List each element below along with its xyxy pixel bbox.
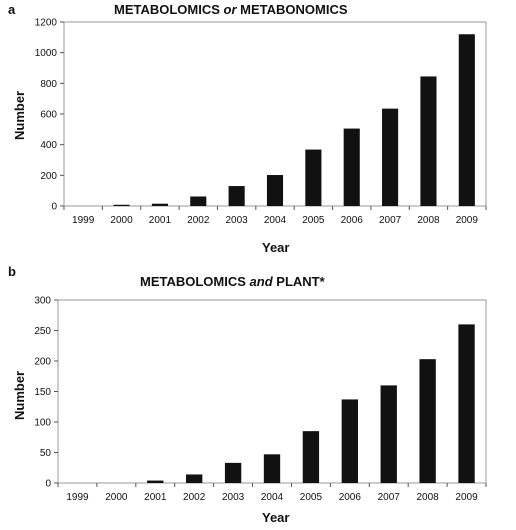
bar xyxy=(458,34,475,207)
x-tick-label: 2009 xyxy=(455,492,478,503)
x-tick-label: 2006 xyxy=(341,215,364,226)
y-tick-label: 50 xyxy=(40,448,52,459)
x-tick-label: 2007 xyxy=(379,215,402,226)
bar xyxy=(186,474,203,483)
bar xyxy=(305,149,322,206)
bar xyxy=(228,186,245,206)
x-tick-label: 1999 xyxy=(66,492,89,503)
chart-title: METABOLOMICS or METABONOMICS xyxy=(114,2,348,17)
title-operator: or xyxy=(223,2,237,17)
chart-plot: 0 50 100 150 200 250 300 1999 2000 2001 2002 2003 20… xyxy=(34,296,487,503)
x-tick-label: 2003 xyxy=(222,492,245,503)
bar xyxy=(224,462,242,483)
x-tick-label: 2009 xyxy=(456,215,479,226)
chart-plot: 0 200 400 600 800 1000 1200 1999 2000 2001 2002 200… xyxy=(35,18,487,226)
bar xyxy=(343,128,360,206)
x-tick-label: 2002 xyxy=(183,492,206,503)
y-tick-label: 800 xyxy=(40,79,57,90)
y-tick-label: 300 xyxy=(34,296,51,307)
bar xyxy=(380,385,397,483)
y-tick-label: 0 xyxy=(51,202,57,213)
x-tick-label: 2008 xyxy=(417,215,440,226)
x-tick-label: 2002 xyxy=(187,215,210,226)
y-tick-label: 1200 xyxy=(35,18,58,29)
bar xyxy=(151,203,168,206)
title-operator: and xyxy=(249,274,273,289)
bar xyxy=(147,480,164,483)
x-tick-label: 2005 xyxy=(300,492,323,503)
y-tick-label: 1000 xyxy=(35,48,58,59)
x-tick-label: 2001 xyxy=(149,215,172,226)
x-tick-label: 2003 xyxy=(226,215,249,226)
x-tick-label: 2004 xyxy=(261,492,284,503)
x-tick-label: 2005 xyxy=(302,215,325,226)
chart-title: METABOLOMICS and PLANT* xyxy=(140,274,325,289)
bar xyxy=(302,431,320,483)
x-tick-label: 2001 xyxy=(144,492,167,503)
title-part: METABONOMICS xyxy=(240,2,348,17)
y-tick-label: 400 xyxy=(40,140,57,151)
y-tick-label: 0 xyxy=(45,479,51,490)
x-tick-label: 2000 xyxy=(110,215,133,226)
y-tick-label: 200 xyxy=(34,357,51,368)
bar xyxy=(263,454,281,483)
y-tick-label: 200 xyxy=(40,171,57,182)
title-part: METABOLOMICS xyxy=(114,2,220,17)
bar xyxy=(382,108,399,206)
bar xyxy=(190,196,207,206)
y-tick-label: 250 xyxy=(34,326,51,337)
title-part: METABOLOMICS xyxy=(140,274,246,289)
panel-letter: a xyxy=(8,2,16,17)
title-part: PLANT* xyxy=(276,274,325,289)
bar xyxy=(458,324,475,483)
bar xyxy=(420,76,437,206)
x-axis-label: Year xyxy=(262,240,290,255)
x-axis-label: Year xyxy=(262,510,290,525)
chart-panel-a: a METABOLOMICS or METABONOMICS Number Ye… xyxy=(0,0,516,260)
panel-letter: b xyxy=(8,264,16,279)
bar xyxy=(113,204,130,206)
bar xyxy=(266,175,284,206)
y-tick-label: 100 xyxy=(34,418,51,429)
x-tick-label: 2006 xyxy=(339,492,362,503)
x-tick-label: 2008 xyxy=(417,492,440,503)
x-tick-label: 2000 xyxy=(105,492,128,503)
x-tick-label: 2007 xyxy=(378,492,401,503)
y-tick-label: 600 xyxy=(40,110,57,121)
bar xyxy=(419,359,436,483)
x-tick-label: 2004 xyxy=(264,215,287,226)
y-tick-label: 150 xyxy=(34,387,51,398)
bar xyxy=(341,399,358,483)
x-tick-label: 1999 xyxy=(72,215,95,226)
